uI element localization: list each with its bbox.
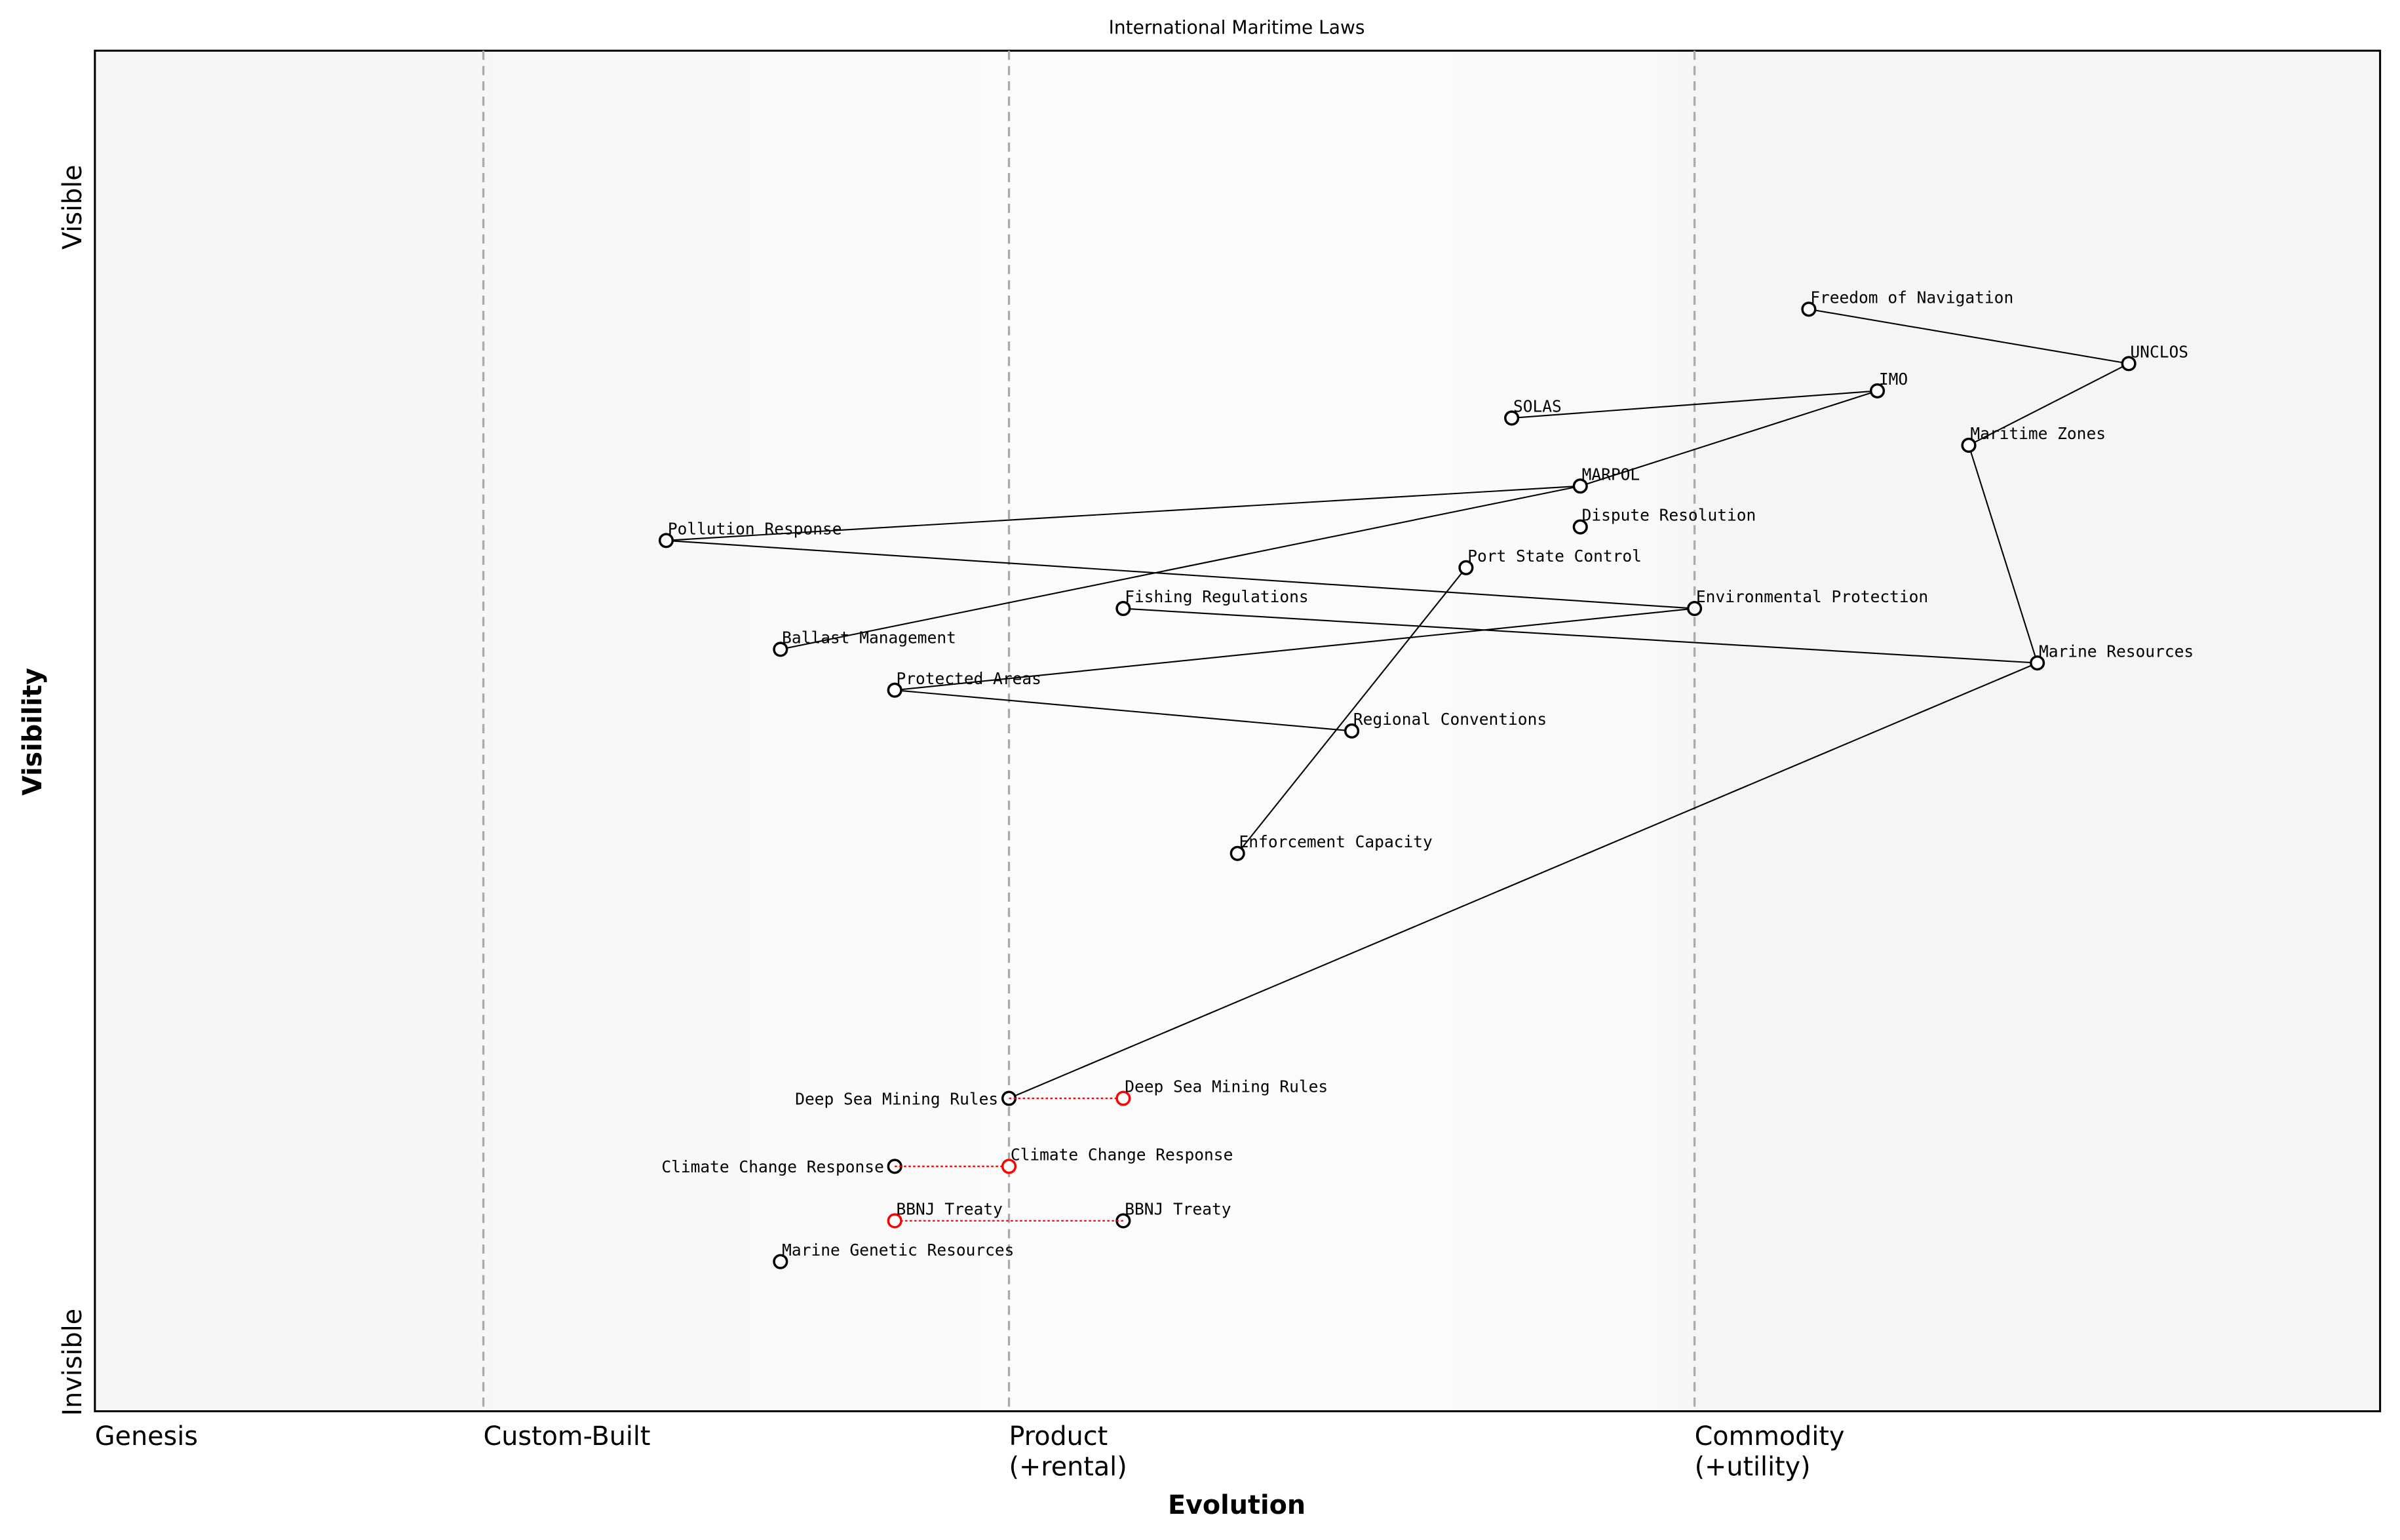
dependency-link [1808, 308, 2129, 364]
dependency-link [1009, 662, 2038, 1099]
component-label: Freedom of Navigation [1810, 288, 2013, 307]
component-label: Regional Conventions [1353, 710, 1547, 729]
component-label: BBNJ Treaty [1125, 1200, 1231, 1219]
dependency-link [1237, 567, 1467, 854]
component-label: Marine Resources [2039, 642, 2194, 661]
evolved-label: Deep Sea Mining Rules [1125, 1077, 1328, 1096]
dependency-link [1123, 607, 2038, 664]
component-label: Ballast Management [782, 628, 956, 647]
component-label: Protected Areas [897, 669, 1041, 688]
x-axis-title: Evolution [1168, 1490, 1306, 1520]
y-tick-label: Invisible [58, 1309, 88, 1416]
evolved-node[interactable] [887, 1213, 902, 1229]
component-node[interactable] [2030, 655, 2045, 671]
chart-title: International Maritime Laws [1109, 17, 1365, 39]
component-node[interactable] [1344, 723, 1360, 739]
stage-label: Commodity (+utility) [1695, 1421, 1845, 1482]
y-tick-label: Visible [58, 164, 88, 250]
component-node[interactable] [1572, 519, 1588, 535]
component-label: SOLAS [1513, 397, 1562, 416]
component-label: Marine Genetic Resources [782, 1241, 1014, 1260]
component-node[interactable] [773, 642, 788, 657]
component-node[interactable] [1115, 601, 1131, 617]
stage-label: Genesis [95, 1421, 198, 1452]
component-label: Maritime Zones [1970, 424, 2106, 443]
plot-area [94, 49, 2382, 1413]
component-label: UNCLOS [2130, 343, 2188, 362]
component-label: IMO [1879, 370, 1908, 389]
dependency-link [895, 607, 1695, 691]
component-label: Pollution Response [668, 519, 842, 538]
component-node[interactable] [1869, 383, 1886, 398]
dependency-link [666, 485, 1581, 541]
stage-label: Custom-Built [484, 1421, 651, 1452]
dependency-link [895, 689, 1352, 732]
component-node[interactable] [1458, 560, 1474, 575]
component-label: Port State Control [1467, 547, 1642, 566]
component-node[interactable] [887, 682, 902, 698]
evolved-label: Climate Change Response [1011, 1145, 1233, 1164]
stage-label: Product (+rental) [1009, 1421, 1127, 1482]
component-node[interactable] [1572, 478, 1588, 494]
evolved-label: BBNJ Treaty [897, 1200, 1003, 1219]
component-node[interactable] [773, 1254, 788, 1269]
component-node[interactable] [1961, 437, 1977, 453]
component-node[interactable] [2121, 356, 2137, 372]
dependency-link [666, 539, 1695, 609]
component-node[interactable] [1801, 301, 1817, 317]
evolved-node[interactable] [1115, 1090, 1131, 1106]
component-label: Dispute Resolution [1582, 506, 1756, 525]
component-node[interactable] [1504, 410, 1520, 426]
component-node[interactable] [1687, 601, 1703, 617]
evolved-node[interactable] [1001, 1159, 1017, 1174]
component-label: Deep Sea Mining Rules [795, 1089, 998, 1108]
dependency-link [1968, 445, 2038, 663]
component-node[interactable] [1229, 845, 1245, 861]
component-label: Environmental Protection [1696, 587, 1928, 606]
dependency-link [780, 485, 1581, 650]
y-axis-title: Visibility [18, 668, 48, 796]
dependency-link [1579, 390, 1878, 487]
dependency-link [1968, 362, 2129, 446]
component-label: MARPOL [1582, 465, 1640, 484]
dependency-link [1511, 390, 1878, 419]
component-label: Enforcement Capacity [1239, 832, 1433, 851]
component-label: Climate Change Response [661, 1157, 883, 1176]
component-label: Fishing Regulations [1125, 587, 1308, 606]
component-node[interactable] [658, 533, 674, 549]
